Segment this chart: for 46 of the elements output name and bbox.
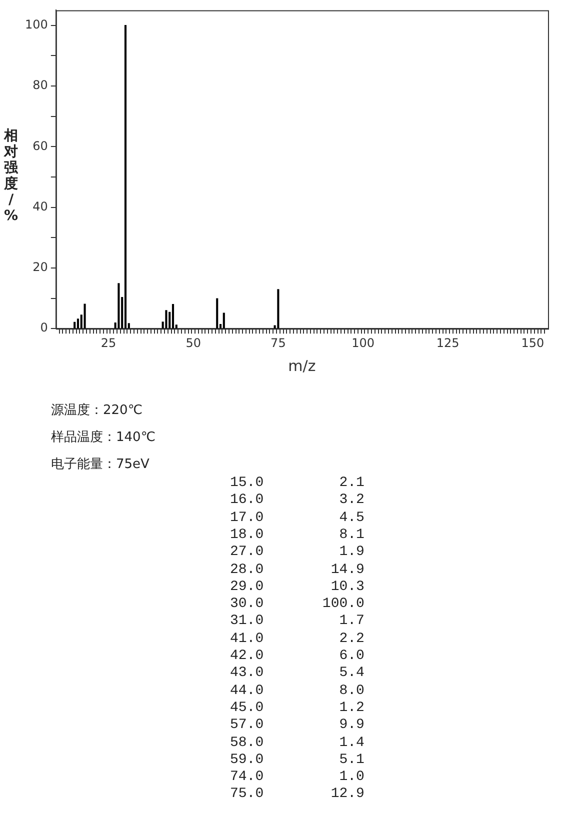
text: 59.0 5.1 — [230, 752, 364, 770]
text: 74.0 1.0 — [230, 769, 364, 786]
bar — [165, 310, 168, 328]
bar — [84, 304, 86, 328]
y-axis-title: 相对强度/% — [3, 128, 19, 224]
x-tick-label: 100 — [352, 336, 374, 350]
x-tick-label: 75 — [270, 336, 286, 350]
text: 30.0 100.0 — [230, 596, 364, 614]
text: 29.0 10.3 — [230, 578, 364, 596]
y-tick-label: 60 — [32, 138, 48, 153]
y-tick-label: 0 — [40, 320, 48, 335]
bar — [124, 25, 127, 328]
x-tick-label: 50 — [186, 336, 202, 350]
text: 27.0 1.9 — [230, 544, 364, 562]
bar — [222, 312, 225, 328]
text: 42.0 6.0 — [230, 648, 364, 666]
bar — [76, 318, 80, 328]
text: 样品温度：140℃ — [51, 429, 156, 446]
text: 16.0 3.2 — [230, 492, 364, 510]
text: 75.0 12.9 — [230, 786, 364, 804]
y-tick-label: 20 — [32, 260, 48, 274]
text: 45.0 1.2 — [230, 700, 364, 718]
y-tick-label: 40 — [32, 199, 48, 214]
y-tick-label: 80 — [32, 78, 48, 92]
text: 15.0 2.1 — [230, 475, 364, 492]
text: 44.0 8.0 — [230, 682, 364, 700]
text: 57.0 9.9 — [230, 717, 364, 734]
text: 电子能量：75eV — [51, 456, 150, 473]
text: 58.0 1.4 — [230, 734, 364, 752]
text: 源温度：220℃ — [51, 402, 142, 419]
text: 31.0 1.7 — [230, 613, 364, 631]
text: 18.0 8.1 — [230, 526, 364, 544]
x-tick-label: 150 — [521, 336, 544, 350]
text: 41.0 2.2 — [230, 630, 364, 648]
x-tick-label: 125 — [436, 336, 460, 350]
bar — [74, 322, 76, 328]
bar — [118, 283, 120, 328]
y-tick-label: 100 — [25, 17, 48, 32]
text: 17.0 4.5 — [230, 510, 364, 527]
text: 28.0 14.9 — [230, 562, 364, 579]
bar — [172, 304, 174, 328]
bar — [277, 289, 280, 328]
x-axis-title: m/z — [288, 356, 316, 375]
bar — [216, 298, 218, 328]
text: 43.0 5.4 — [230, 665, 364, 683]
x-tick-label: 25 — [100, 336, 116, 350]
